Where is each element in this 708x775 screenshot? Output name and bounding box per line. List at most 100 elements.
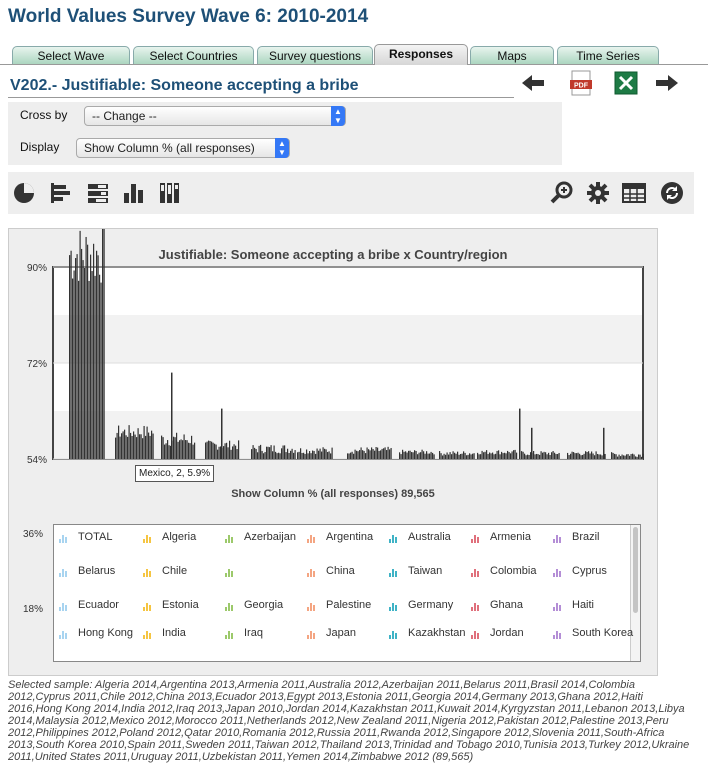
bar — [275, 451, 277, 459]
excel-icon[interactable] — [611, 68, 641, 98]
bar — [97, 255, 99, 459]
legend-bar-icon — [306, 567, 316, 577]
bar — [458, 454, 460, 459]
bar — [502, 453, 504, 459]
legend-bar-icon — [470, 567, 480, 577]
bar — [273, 445, 275, 459]
bar — [390, 447, 392, 459]
bar — [211, 441, 213, 459]
bar — [490, 453, 492, 459]
pie-chart-icon[interactable] — [12, 181, 36, 205]
legend-label: Kazakhstan — [408, 627, 466, 639]
bar — [191, 435, 193, 459]
bar — [327, 452, 329, 459]
bar — [282, 445, 284, 459]
arrow-left-icon[interactable] — [518, 68, 548, 98]
bar — [427, 453, 429, 459]
y-tick-label: 54% — [27, 455, 47, 466]
legend-label: Azerbaijan — [244, 531, 296, 543]
legend-bar-icon — [552, 601, 562, 611]
bar — [148, 432, 150, 459]
bar — [290, 450, 292, 459]
bar — [527, 454, 529, 459]
legend-label: Taiwan — [408, 565, 443, 577]
bar — [582, 454, 584, 459]
bar — [270, 445, 272, 459]
tab-select-countries[interactable]: Select Countries — [133, 46, 254, 65]
bar — [136, 437, 138, 459]
settings-gear-icon[interactable] — [586, 181, 610, 205]
bar — [279, 453, 281, 459]
bar — [600, 454, 602, 459]
tab-select-wave[interactable]: Select Wave — [12, 46, 130, 65]
arrow-right-icon[interactable] — [652, 68, 682, 98]
zoom-icon[interactable] — [550, 181, 574, 205]
cross-by-select[interactable]: -- Change -- ▲ ▼ — [84, 106, 346, 126]
legend-bar-icon — [224, 629, 234, 639]
bar — [87, 244, 89, 459]
legend-label: China — [326, 565, 355, 577]
bar — [377, 447, 379, 459]
bar — [303, 452, 305, 459]
refresh-icon[interactable] — [660, 181, 684, 205]
bar — [417, 454, 419, 459]
bar — [360, 447, 362, 459]
bar — [618, 454, 620, 459]
legend-scroll-thumb[interactable] — [633, 527, 638, 613]
bar — [621, 454, 623, 459]
horizontal-bar-icon[interactable] — [48, 181, 72, 205]
legend-bar-icon — [306, 533, 316, 543]
legend-label: Brazil — [572, 531, 600, 543]
stacked-bar-icon[interactable] — [86, 181, 110, 205]
pdf-icon[interactable]: PDF — [566, 68, 596, 98]
bar — [285, 452, 287, 459]
bar — [501, 451, 503, 459]
bar — [131, 435, 133, 459]
table-icon[interactable] — [622, 181, 646, 205]
bar — [252, 445, 254, 459]
legend-bar-icon — [306, 629, 316, 639]
bar — [353, 453, 355, 459]
tab-survey-questions[interactable]: Survey questions — [257, 46, 373, 65]
tab-time-series[interactable]: Time Series — [557, 46, 659, 65]
bar — [384, 447, 386, 459]
legend-bar-icon — [224, 601, 234, 611]
bar — [424, 453, 426, 459]
bar — [374, 450, 376, 459]
bar — [432, 452, 434, 459]
bar — [530, 452, 532, 459]
page-title: World Values Survey Wave 6: 2010-2014 — [8, 6, 369, 27]
bar — [313, 450, 315, 459]
bar — [601, 455, 603, 459]
legend-bar-icon — [58, 533, 68, 543]
bar — [288, 452, 290, 459]
bar — [93, 243, 95, 459]
bar — [511, 451, 513, 459]
bar — [473, 453, 475, 459]
tab-responses[interactable]: Responses — [374, 44, 468, 65]
legend-label: Ghana — [490, 599, 524, 611]
bar — [325, 449, 327, 459]
tab-maps[interactable]: Maps — [470, 46, 554, 65]
bar — [426, 451, 428, 459]
bar — [90, 254, 92, 459]
bar — [118, 425, 120, 459]
bar — [266, 446, 268, 459]
bar — [466, 455, 468, 459]
bar — [612, 452, 614, 459]
column-chart-icon[interactable] — [122, 181, 146, 205]
bar — [238, 440, 240, 459]
bar — [536, 453, 538, 459]
stacked-column-icon[interactable] — [158, 181, 182, 205]
legend-scrollbar[interactable] — [630, 525, 640, 661]
bar — [124, 429, 126, 459]
control-panel: Cross by -- Change -- ▲ ▼ Display Show Co… — [8, 102, 562, 165]
bar — [331, 447, 333, 459]
legend-bar-icon — [142, 601, 152, 611]
bar — [457, 451, 459, 459]
bar — [555, 454, 557, 459]
bar — [375, 446, 377, 459]
bar — [324, 448, 326, 459]
bar — [100, 282, 102, 459]
display-select[interactable]: Show Column % (all responses) ▲ ▼ — [76, 138, 290, 158]
